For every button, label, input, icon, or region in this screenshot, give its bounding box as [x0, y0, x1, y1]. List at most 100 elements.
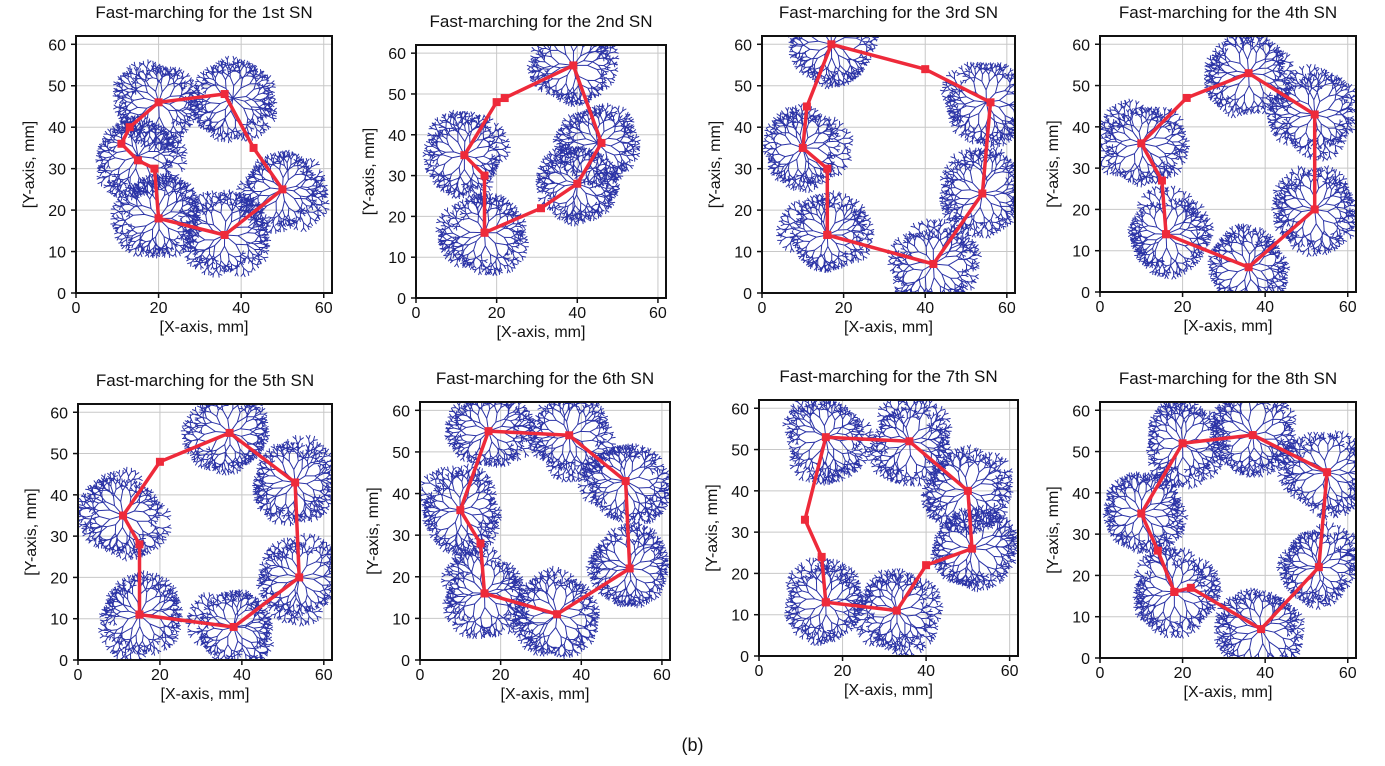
path-line — [803, 435, 974, 613]
path-node — [821, 598, 830, 607]
path-node — [460, 151, 469, 160]
path-node — [291, 478, 300, 487]
path-node — [569, 61, 578, 70]
x-tick-label: 60 — [1001, 663, 1019, 680]
path-node — [133, 156, 142, 165]
path-node — [821, 433, 830, 442]
chart-panel-3: Fast-marching for the 3rd SN 0 20 40 60 0 10 20… — [707, 3, 1016, 336]
x-tick-label: 20 — [1174, 299, 1192, 316]
plot-frame — [75, 35, 333, 294]
x-tick-label: 0 — [72, 300, 81, 317]
plot-frame — [758, 399, 1019, 657]
dendrite-tree — [867, 400, 953, 487]
path-node — [823, 230, 832, 239]
dendrite-trees — [95, 55, 330, 278]
path-node — [1170, 587, 1179, 596]
path-node — [480, 589, 489, 598]
dendrite-tree — [762, 103, 854, 194]
y-tick-label: 30 — [1072, 527, 1090, 544]
path-node — [295, 573, 304, 582]
x-axis-label: [X-axis, mm] — [497, 324, 586, 341]
x-tick-label: 0 — [416, 667, 425, 684]
x-tick-label: 40 — [916, 300, 934, 317]
path-node — [1257, 625, 1266, 634]
y-axis-label: [Y-axis, mm] — [1045, 120, 1062, 207]
path-node — [476, 539, 485, 548]
chart-title: Fast-marching for the 4th SN — [1119, 3, 1337, 22]
path-node — [135, 610, 144, 619]
x-tick-label: 40 — [917, 663, 935, 680]
y-axis-label: [Y-axis, mm] — [707, 121, 724, 208]
dendrite-tree — [1127, 185, 1215, 280]
path-node — [500, 94, 509, 103]
path-node — [625, 564, 634, 573]
x-tick-label: 0 — [74, 667, 83, 684]
y-tick-label: 60 — [48, 37, 66, 54]
path-node — [800, 515, 809, 524]
x-tick-label: 20 — [151, 667, 169, 684]
y-tick-label: 40 — [731, 484, 749, 501]
chart-panel-8: Fast-marching for the 8th SN 0 20 40 60 0 10 20… — [1045, 369, 1357, 701]
y-axis-label: [Y-axis, mm] — [1045, 486, 1062, 573]
path-node — [565, 431, 574, 440]
y-tick-label: 10 — [50, 612, 68, 629]
y-tick-label: 40 — [1072, 120, 1090, 137]
y-tick-label: 30 — [731, 525, 749, 542]
x-tick-label: 60 — [653, 667, 671, 684]
y-tick-label: 0 — [397, 291, 406, 308]
y-tick-label: 50 — [734, 79, 752, 96]
dendrite-tree — [185, 589, 274, 660]
dendrite-tree — [585, 522, 670, 609]
figure-caption: (b) — [681, 735, 704, 755]
y-tick-label: 60 — [731, 401, 749, 418]
dendrite-tree — [776, 190, 875, 273]
x-axis-label: [X-axis, mm] — [160, 319, 249, 336]
path-node — [480, 228, 489, 237]
path-line — [801, 42, 993, 266]
grid — [415, 45, 666, 299]
x-tick-label: 20 — [1174, 665, 1192, 682]
path-node — [1244, 69, 1253, 78]
path-node — [119, 511, 128, 520]
y-tick-label: 60 — [734, 37, 752, 54]
y-tick-label: 40 — [392, 487, 410, 504]
y-tick-label: 20 — [50, 570, 68, 587]
path-node — [1137, 509, 1146, 518]
y-tick-label: 20 — [1072, 202, 1090, 219]
chart-title: Fast-marching for the 3rd SN — [779, 3, 998, 22]
path-node — [1314, 563, 1323, 572]
dendrite-tree — [180, 404, 270, 476]
y-tick-label: 30 — [734, 162, 752, 179]
x-tick-label: 20 — [488, 305, 506, 322]
dendrite-tree — [1213, 587, 1305, 658]
y-tick-label: 0 — [57, 286, 66, 303]
y-tick-label: 60 — [388, 46, 406, 63]
path-node — [978, 189, 987, 198]
x-tick-label: 20 — [492, 667, 510, 684]
dendrite-tree — [435, 192, 529, 277]
y-tick-label: 20 — [388, 209, 406, 226]
path-node — [1310, 205, 1319, 214]
dendrite-tree — [95, 114, 188, 201]
path-line — [1139, 433, 1329, 631]
dendrite-tree — [255, 532, 332, 627]
path-node — [553, 610, 562, 619]
path-node — [1323, 468, 1332, 477]
chart-title: Fast-marching for the 1st SN — [95, 3, 312, 22]
x-tick-label: 60 — [315, 300, 333, 317]
path-node — [154, 98, 163, 107]
chart-title: Fast-marching for the 8th SN — [1119, 369, 1337, 388]
path-node — [892, 606, 901, 615]
y-tick-label: 50 — [1072, 445, 1090, 462]
path-node — [921, 65, 930, 74]
x-tick-label: 40 — [1256, 299, 1274, 316]
path-node — [1248, 431, 1257, 440]
dendrite-trees — [420, 402, 670, 660]
x-tick-label: 20 — [835, 300, 853, 317]
y-tick-label: 0 — [401, 653, 410, 670]
dendrite-tree — [577, 443, 670, 526]
x-axis-label: [X-axis, mm] — [1184, 318, 1273, 335]
y-tick-label: 0 — [1081, 285, 1090, 302]
path-node — [484, 427, 493, 436]
chart-panel-7: Fast-marching for the 7th SN 0 20 40 60 0 10 20… — [704, 367, 1019, 699]
